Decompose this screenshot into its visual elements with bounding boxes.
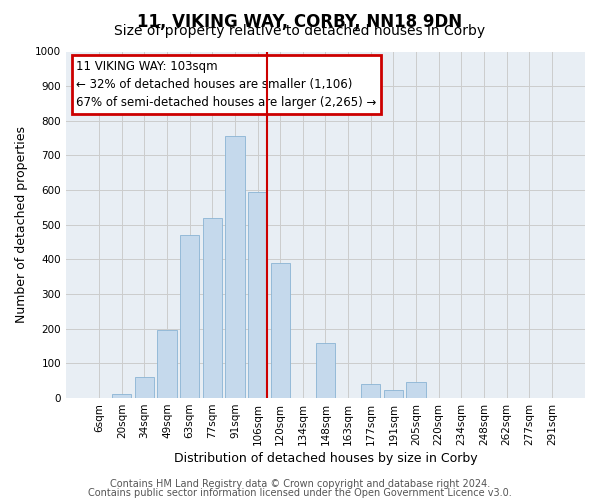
X-axis label: Distribution of detached houses by size in Corby: Distribution of detached houses by size … (173, 452, 477, 465)
Bar (316, 342, 335, 398)
Text: 11, VIKING WAY, CORBY, NN18 9DN: 11, VIKING WAY, CORBY, NN18 9DN (137, 12, 463, 30)
Bar (384, 390, 403, 398)
Bar (271, 263, 290, 398)
Text: 11 VIKING WAY: 103sqm
← 32% of detached houses are smaller (1,106)
67% of semi-d: 11 VIKING WAY: 103sqm ← 32% of detached … (76, 60, 377, 109)
Text: Contains public sector information licensed under the Open Government Licence v3: Contains public sector information licen… (88, 488, 512, 498)
Text: Size of property relative to detached houses in Corby: Size of property relative to detached ho… (115, 24, 485, 38)
Bar (248, 192, 267, 398)
Bar (361, 384, 380, 398)
Bar (112, 394, 131, 398)
Y-axis label: Number of detached properties: Number of detached properties (15, 126, 28, 324)
Text: Contains HM Land Registry data © Crown copyright and database right 2024.: Contains HM Land Registry data © Crown c… (110, 479, 490, 489)
Bar (135, 376, 154, 398)
Bar (406, 382, 425, 398)
Bar (157, 330, 176, 398)
Bar (180, 235, 199, 398)
Bar (226, 136, 245, 398)
Bar (203, 218, 222, 398)
